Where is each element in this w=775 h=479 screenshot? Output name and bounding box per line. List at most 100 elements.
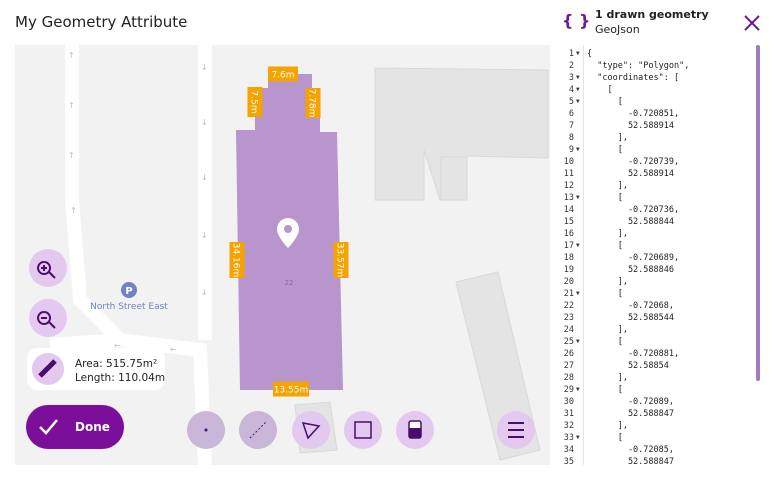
fold-arrow[interactable]: ▼ (576, 434, 580, 441)
line-number: 4 (568, 85, 574, 95)
line-number: 16 (563, 229, 574, 239)
fold-arrow[interactable]: ▼ (576, 98, 580, 105)
zoom-out-icon (37, 311, 56, 329)
tool-icon (354, 421, 372, 439)
dimension-text: 13.55m (274, 386, 309, 396)
code-text: [ (587, 193, 623, 203)
line-number: 28 (563, 373, 574, 383)
fold-arrow[interactable]: ▼ (576, 146, 580, 153)
code-text: 52.588847 (587, 457, 674, 465)
code-text: 52.588914 (587, 121, 674, 131)
dimension-bg (333, 242, 349, 278)
done-button[interactable] (26, 405, 124, 449)
svg-text:↓: ↓ (201, 173, 208, 182)
line-number: 10 (563, 157, 574, 167)
fold-arrow[interactable]: ▼ (576, 50, 580, 57)
polygon-tool[interactable] (292, 411, 330, 449)
code-text: -0.720739, (587, 157, 680, 167)
code-text: [ (587, 241, 623, 251)
tool-icon (301, 422, 321, 440)
fold-arrow[interactable]: ▼ (576, 242, 580, 249)
dimension-bg (305, 88, 321, 118)
dimension-bg (268, 66, 298, 82)
dimension-text: 34.16m (231, 243, 241, 278)
format-label: GeoJson (595, 23, 640, 36)
geojson-icon: { } (562, 11, 591, 30)
scrollbar[interactable] (756, 45, 760, 381)
line-number: 15 (563, 217, 574, 227)
code-text: 52.588847 (587, 409, 674, 419)
code-text: -0.720689, (587, 253, 680, 263)
line-number: 18 (563, 253, 574, 263)
done-check (39, 419, 58, 435)
line-number: 6 (568, 109, 574, 119)
line-number: 12 (563, 181, 574, 191)
line-number: 22 (563, 301, 574, 311)
code-text: [ (587, 145, 623, 155)
line-number: 30 (563, 397, 574, 407)
line-number: 35 (563, 457, 574, 465)
building-number: 22 (285, 279, 294, 287)
line-number: 26 (563, 349, 574, 359)
line-tool[interactable] (239, 411, 277, 449)
gutter-line (583, 45, 584, 465)
svg-text:↓: ↓ (201, 63, 208, 72)
close-button[interactable] (743, 14, 761, 32)
geometry-count: 1 drawn geometry (595, 8, 709, 21)
line-number: 5 (568, 97, 574, 107)
line-number: 7 (568, 121, 574, 131)
line-number: 33 (563, 433, 574, 443)
code-text: { (587, 49, 593, 59)
code-text: ], (587, 181, 628, 191)
code-text: [ (587, 433, 623, 443)
code-text: -0.720851, (587, 109, 680, 119)
code-text: ], (587, 421, 628, 431)
code-text: [ (587, 385, 623, 395)
dimension-text: 7.5m (249, 90, 259, 113)
line-number: 24 (563, 325, 574, 335)
line-number: 27 (563, 361, 574, 371)
dimension-text: 7.78m (307, 89, 317, 118)
code-text: [ (587, 289, 623, 299)
dimension-bg (247, 87, 263, 117)
code-text: 52.588544 (587, 313, 674, 323)
fold-arrow[interactable]: ▼ (576, 194, 580, 201)
zoom-out-button[interactable] (29, 299, 67, 337)
fold-arrow[interactable]: ▼ (576, 386, 580, 393)
code-text: 52.588846 (587, 265, 674, 275)
line-number: 13 (563, 193, 574, 203)
fold-arrow[interactable]: ▼ (576, 290, 580, 297)
length-text: Length: 110.04m (75, 372, 165, 384)
fold-arrow[interactable]: ▼ (576, 338, 580, 345)
line-number: 25 (563, 337, 574, 347)
zoom-in-button[interactable] (29, 249, 67, 287)
svg-text:←: ← (114, 341, 121, 350)
line-number: 8 (568, 133, 574, 143)
code-text: ], (587, 229, 628, 239)
line-number: 34 (563, 445, 574, 455)
tool-icon (204, 428, 208, 432)
dimension-bg (229, 242, 245, 278)
dimension-text: 33.57m (335, 243, 345, 278)
dimension-bg (273, 381, 309, 397)
code-text: -0.72085, (587, 445, 674, 455)
map: ↑↑↑↑↓↓↓↓↓← ← 22 P North Street East 7.6m7… (15, 45, 550, 465)
svg-text:↓: ↓ (201, 118, 208, 127)
code-text: -0.72089, (587, 397, 674, 407)
done-label: Done (75, 420, 110, 434)
fold-arrow[interactable]: ▼ (576, 74, 580, 81)
close-icon (744, 15, 760, 31)
code-text: 52.588914 (587, 169, 674, 179)
svg-text:↑: ↑ (68, 51, 75, 60)
code-text: -0.72068, (587, 301, 674, 311)
parking-marker (121, 282, 137, 298)
code-text: "type": "Polygon", (587, 61, 690, 71)
ruler-icon (38, 359, 57, 378)
dimension-label: 7.6m (268, 66, 298, 82)
svg-text:↑: ↑ (68, 101, 75, 110)
fold-arrow[interactable]: ▼ (576, 86, 580, 93)
line-number: 23 (563, 313, 574, 323)
rectangle-tool[interactable] (344, 411, 382, 449)
dimension-text: 7.6m (271, 71, 294, 81)
